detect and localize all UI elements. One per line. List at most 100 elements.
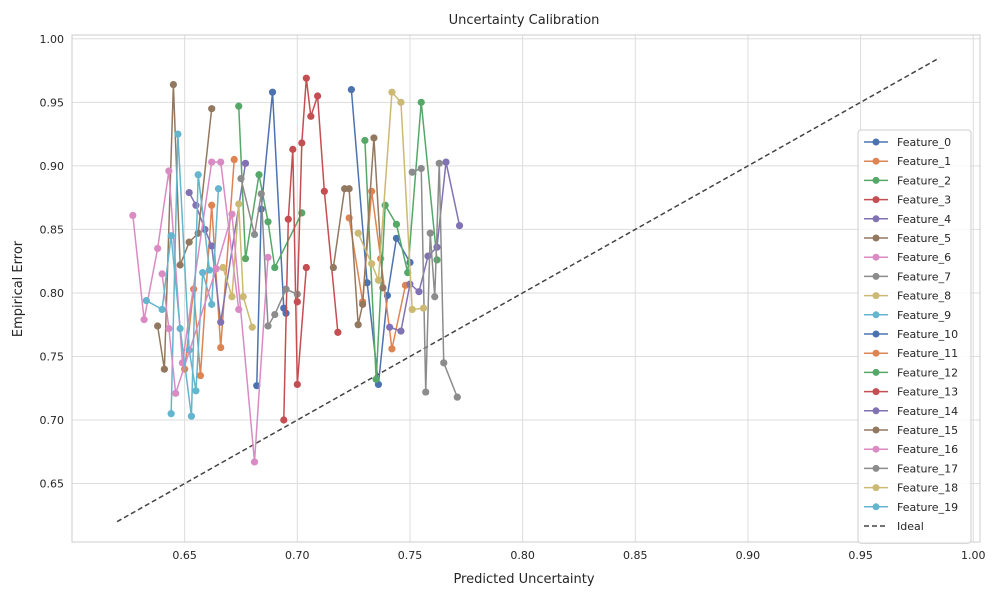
data-point: [408, 168, 416, 176]
data-point: [237, 174, 245, 183]
data-point: [388, 345, 396, 353]
x-axis-ticks: 0.65 0.70 0.75 0.80 0.85 0.90 0.95 1.00: [172, 549, 985, 562]
x-tick-label: 0.75: [398, 549, 423, 562]
data-point: [214, 185, 223, 193]
series-line: [411, 163, 458, 398]
legend-marker: [872, 349, 880, 357]
legend-item: Feature_14: [864, 405, 958, 418]
data-point: [345, 185, 353, 193]
data-point: [293, 298, 301, 306]
data-point: [419, 304, 428, 312]
legend-marker: [872, 138, 880, 146]
legend-label: Feature_2: [897, 174, 951, 187]
data-point: [313, 92, 322, 100]
data-point: [235, 200, 243, 208]
data-point: [280, 416, 288, 424]
legend-item: Feature_0: [864, 136, 951, 149]
data-point: [298, 139, 306, 147]
data-point: [167, 232, 175, 240]
legend-marker: [872, 484, 880, 492]
legend-marker: [872, 330, 880, 338]
series-feature-17: [408, 159, 461, 401]
data-point: [228, 210, 236, 218]
data-point: [293, 380, 301, 389]
grid: [72, 35, 980, 542]
series-feature-7: [237, 174, 301, 330]
legend-label: Feature_12: [897, 366, 958, 379]
data-point: [370, 134, 378, 142]
series-group: [129, 74, 464, 466]
data-point: [185, 238, 193, 246]
data-point: [192, 387, 200, 395]
legend-item: Feature_8: [864, 290, 951, 303]
data-point: [302, 74, 310, 82]
data-point: [422, 388, 430, 396]
series-feature-9: [167, 130, 223, 418]
data-point: [392, 234, 401, 242]
y-tick-label: 0.75: [40, 350, 65, 363]
data-point: [379, 284, 387, 292]
legend-item: Feature_9: [864, 309, 951, 322]
y-tick-label: 0.85: [40, 223, 65, 236]
data-point: [359, 300, 367, 308]
series-feature-13: [293, 74, 342, 336]
legend-label: Feature_8: [897, 290, 951, 303]
data-point: [426, 229, 434, 237]
data-point: [442, 158, 450, 166]
legend-label: Feature_18: [897, 482, 958, 495]
data-point: [250, 458, 259, 466]
data-point: [417, 98, 425, 106]
legend-marker: [872, 445, 880, 453]
data-point: [363, 279, 371, 287]
legend-item: Feature_10: [864, 328, 958, 341]
data-point: [185, 188, 193, 197]
data-point: [228, 293, 236, 301]
data-point: [199, 269, 207, 277]
data-point: [289, 145, 297, 153]
legend-marker: [872, 272, 880, 280]
data-point: [235, 102, 243, 110]
data-point: [424, 252, 432, 260]
series-feature-15: [329, 134, 387, 329]
y-axis-ticks: 0.65 0.70 0.75 0.80 0.85 0.90 0.95 1.00: [40, 33, 65, 491]
y-tick-label: 0.95: [40, 96, 65, 109]
data-point: [386, 323, 394, 331]
data-point: [129, 211, 137, 220]
data-point: [406, 280, 414, 288]
x-tick-label: 0.85: [623, 549, 648, 562]
data-point: [264, 253, 272, 261]
series-line: [183, 159, 235, 376]
legend-label: Feature_19: [897, 501, 958, 514]
data-point: [241, 159, 250, 167]
data-point: [282, 285, 290, 293]
y-tick-label: 0.70: [40, 414, 65, 427]
data-point: [158, 270, 166, 278]
data-point: [140, 316, 148, 324]
data-point: [208, 158, 216, 166]
legend-marker: [872, 426, 880, 434]
data-point: [431, 293, 439, 301]
x-tick-label: 0.65: [172, 549, 197, 562]
legend: Feature_0 Feature_1 Feature_2 Feature_3 Feat…: [857, 129, 972, 544]
data-point: [374, 276, 383, 284]
data-point: [397, 98, 405, 106]
legend-marker: [872, 176, 880, 184]
legend-label: Feature_5: [897, 232, 951, 245]
series-line: [350, 89, 411, 385]
legend-label: Feature_10: [897, 328, 958, 341]
series-feature-16: [158, 210, 272, 466]
y-tick-label: 1.00: [40, 33, 65, 46]
plot-frame: [71, 34, 981, 543]
legend-label: Feature_3: [897, 194, 951, 207]
data-point: [205, 266, 214, 274]
data-point: [255, 171, 263, 179]
legend-item: Feature_6: [864, 251, 951, 264]
data-point: [408, 305, 416, 314]
data-point: [455, 222, 464, 230]
data-point: [453, 393, 461, 401]
data-point: [219, 263, 227, 272]
data-point: [169, 80, 177, 89]
legend-marker: [872, 388, 880, 396]
data-point: [167, 410, 175, 418]
